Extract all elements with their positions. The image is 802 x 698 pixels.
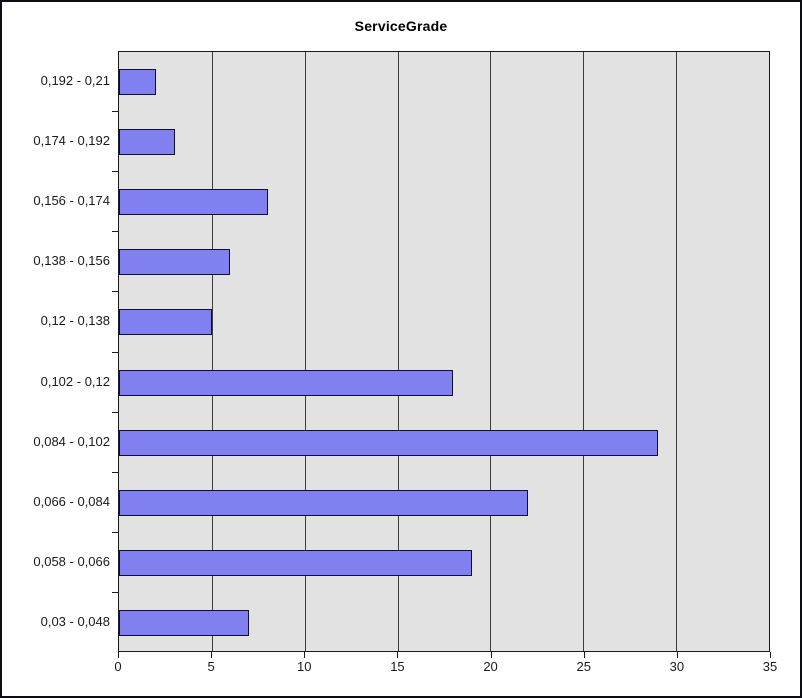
x-axis-label: 15: [390, 659, 405, 674]
x-axis-label: 0: [114, 659, 122, 674]
bar-0-156---0-174: [119, 189, 268, 216]
x-axis-label: 5: [207, 659, 215, 674]
y-axis-label: 0,138 - 0,156: [33, 253, 110, 269]
bar-0-192---0-21: [119, 69, 157, 96]
x-tick-mark: [676, 652, 678, 658]
y-axis-label: 0,03 - 0,048: [40, 613, 110, 629]
x-tick-mark: [304, 652, 306, 658]
plot-area: [118, 51, 770, 652]
x-tick-mark: [770, 652, 771, 658]
gridline-x-20: [490, 52, 492, 651]
chart-title: ServiceGrade: [354, 18, 448, 34]
y-tick-mark: [112, 171, 118, 173]
x-axis-label: 35: [762, 659, 778, 674]
gridline-x-5: [211, 52, 213, 651]
bar-0-174---0-192: [119, 129, 175, 156]
y-tick-mark: [112, 411, 118, 413]
y-axis-label: 0,066 - 0,084: [33, 493, 110, 509]
bar-0-066---0-084: [119, 489, 528, 516]
gridline-x-15: [397, 52, 399, 651]
y-axis-label: 0,058 - 0,066: [33, 553, 110, 569]
y-tick-mark: [112, 591, 118, 593]
x-axis-label: 10: [297, 659, 312, 674]
y-tick-mark: [112, 231, 118, 233]
x-tick-mark: [211, 652, 213, 658]
gridline-x-10: [304, 52, 306, 651]
gridline-x-30: [676, 52, 678, 651]
y-tick-mark: [112, 471, 118, 473]
bar-0-058---0-066: [119, 549, 472, 576]
x-tick-mark: [397, 652, 399, 658]
x-axis-label: 30: [669, 659, 685, 674]
y-tick-mark: [112, 351, 118, 353]
y-tick-mark: [112, 531, 118, 533]
bar-0-12---0-138: [119, 309, 212, 336]
bar-0-102---0-12: [119, 369, 454, 396]
y-axis-label: 0,192 - 0,21: [40, 73, 110, 89]
y-axis-label: 0,174 - 0,192: [33, 133, 110, 149]
y-axis-label: 0,084 - 0,102: [33, 433, 110, 449]
x-axis-label: 20: [483, 659, 498, 674]
bar-0-03---0-048: [119, 609, 249, 636]
x-tick-mark: [583, 652, 585, 658]
y-axis-label: 0,156 - 0,174: [33, 193, 110, 209]
y-axis-label: 0,102 - 0,12: [40, 373, 110, 389]
y-tick-mark: [112, 111, 118, 113]
y-tick-mark: [112, 291, 118, 293]
y-axis-label: 0,12 - 0,138: [40, 313, 110, 329]
bar-0-138---0-156: [119, 249, 231, 276]
x-tick-mark: [118, 652, 119, 658]
x-axis-label: 25: [576, 659, 591, 674]
bar-0-084---0-102: [119, 429, 658, 456]
gridline-x-25: [583, 52, 585, 651]
x-tick-mark: [490, 652, 492, 658]
